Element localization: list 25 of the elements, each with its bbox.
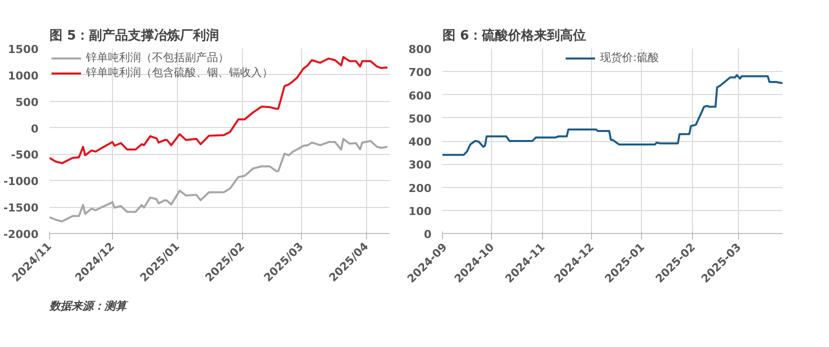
y-tick-label: 1500 [8, 43, 39, 56]
y-tick-label: 700 [408, 66, 432, 80]
y-tick-label: 400 [408, 136, 432, 148]
y-tick-label: 0 [424, 228, 432, 241]
y-tick-label: 300 [408, 158, 432, 172]
y-tick-label: 600 [408, 89, 432, 102]
line-series [442, 74, 782, 156]
y-tick-label: -2000 [3, 228, 39, 241]
line-series [50, 138, 388, 222]
y-tick-label: -1500 [3, 202, 39, 215]
chart-title: 图 5：副产品支撑冶炼厂利润 [50, 28, 220, 44]
y-tick-label: 200 [408, 182, 432, 195]
y-tick-label: -500 [10, 148, 39, 162]
legend-label: 现货价:硫酸 [600, 50, 659, 65]
legend-label: 锌单吨利润（包含硫酸、铟、镉收入） [86, 65, 273, 80]
y-tick-label: 0 [30, 122, 39, 136]
chart-title: 图 6：硫酸价格来到高位 [442, 28, 586, 44]
legend-label: 锌单吨利润（不包括副产品） [86, 50, 229, 65]
y-tick-label: -1000 [3, 175, 39, 188]
y-tick-label: 1000 [8, 69, 39, 82]
y-tick-label: 500 [408, 112, 432, 126]
source-note: 数据来源：测算 [48, 300, 128, 312]
y-tick-label: 100 [408, 204, 432, 218]
y-tick-label: 500 [16, 96, 39, 109]
y-tick-label: 800 [408, 43, 432, 56]
